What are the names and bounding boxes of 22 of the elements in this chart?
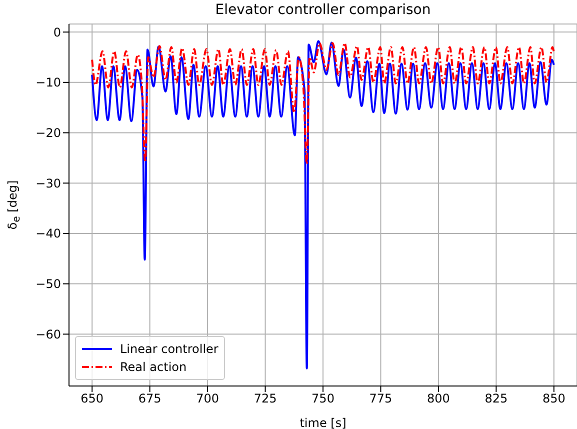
line-series: [91, 40, 555, 370]
y-tick-label: −40: [36, 226, 61, 241]
chart-title: Elevator controller comparison: [214, 2, 432, 18]
y-tick-label: −50: [36, 277, 61, 292]
line-series: [91, 42, 555, 165]
x-tick-label: 725: [254, 392, 277, 406]
y-tick-label: −20: [36, 126, 61, 140]
x-tick-label: 750: [312, 392, 334, 406]
y-tick-label: −60: [36, 327, 61, 342]
legend-label: Real action: [120, 360, 187, 374]
x-axis-title: time [s]: [300, 416, 346, 429]
x-tick-label: 825: [484, 392, 508, 406]
y-tick-label: 0: [53, 25, 61, 40]
x-tick-label: 850: [542, 392, 566, 406]
x-tick-label: 775: [369, 392, 392, 406]
y-tick-label: −10: [36, 76, 61, 90]
legend-label: Linear controller: [120, 342, 218, 356]
x-tick-label: 700: [196, 392, 219, 406]
x-tick-label: 675: [138, 392, 162, 406]
x-tick-label: 650: [80, 392, 104, 406]
y-tick-label: −30: [36, 176, 61, 190]
x-tick-label: 800: [427, 392, 450, 406]
